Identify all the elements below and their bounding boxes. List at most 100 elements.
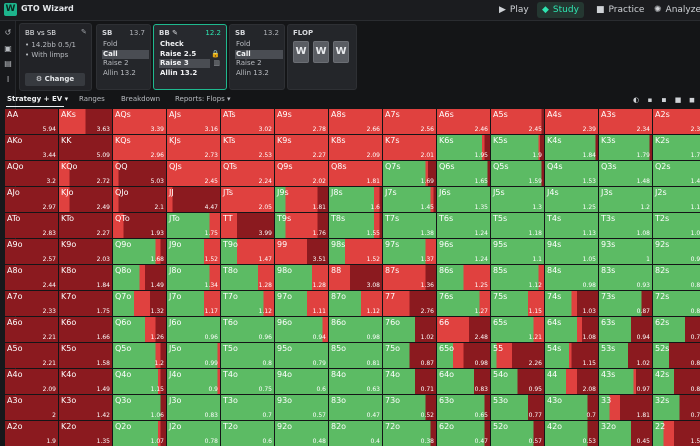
hand-cell[interactable]: 87s 1.36 xyxy=(383,265,436,290)
hand-cell[interactable]: T2s 1.04 xyxy=(653,213,700,238)
hand-cell[interactable]: 53s 1.02 xyxy=(599,343,652,368)
hand-cell[interactable]: 95o 0.79 xyxy=(275,343,328,368)
hand-cell[interactable]: 65o 0.98 xyxy=(437,343,490,368)
hand-cell[interactable]: 86s 1.25 xyxy=(437,265,490,290)
hand-cell[interactable]: K3s 1.79 xyxy=(599,135,652,160)
hand-cell[interactable]: 63o 0.65 xyxy=(437,395,490,420)
text-cursor-icon[interactable]: I xyxy=(6,75,10,84)
hand-cell[interactable]: 73s 0.87 xyxy=(599,291,652,316)
hand-cell[interactable]: 93o 0.57 xyxy=(275,395,328,420)
history-icon[interactable]: ↺ xyxy=(4,28,12,37)
hand-cell[interactable]: 74o 0.71 xyxy=(383,369,436,394)
flop-card-2[interactable]: W xyxy=(313,41,329,63)
hand-cell[interactable]: T5o 0.8 xyxy=(221,343,274,368)
tab-strategy-ev[interactable]: Strategy + EV ▾ xyxy=(7,95,68,103)
hand-cell[interactable]: K5o 1.58 xyxy=(59,343,112,368)
hand-cell[interactable]: 83s 0.93 xyxy=(599,265,652,290)
hand-cell[interactable]: Q2s 1.44 xyxy=(653,161,700,186)
hand-cell[interactable]: 62o 0.47 xyxy=(437,421,490,446)
hand-cell[interactable]: 98s 1.52 xyxy=(329,239,382,264)
hand-cell[interactable]: J5o 0.99 xyxy=(167,343,220,368)
hand-cell[interactable]: A5s 2.45 xyxy=(491,109,544,134)
hand-cell[interactable]: K8s 2.09 xyxy=(329,135,382,160)
hand-cell[interactable]: 82s 0.88 xyxy=(653,265,700,290)
nav-analyze[interactable]: ✺ Analyze xyxy=(654,2,700,18)
lock-icon[interactable]: 🔒 xyxy=(211,50,220,58)
action-option-fold[interactable]: Fold xyxy=(236,40,251,48)
action-option-raise-3[interactable]: Raise 3 xyxy=(159,59,210,68)
hand-cell[interactable]: JTs 2.05 xyxy=(221,187,274,212)
hand-cell[interactable]: T3s 1.08 xyxy=(599,213,652,238)
hand-cell[interactable]: 83o 0.47 xyxy=(329,395,382,420)
chevron-down-icon[interactable]: ⌄ xyxy=(62,3,69,12)
hand-cell[interactable]: K2s 1.75 xyxy=(653,135,700,160)
hand-cell[interactable]: 94o 0.6 xyxy=(275,369,328,394)
hand-cell[interactable]: 88 3.08 xyxy=(329,265,382,290)
hand-cell[interactable]: 66 2.48 xyxy=(437,317,490,342)
hand-cell[interactable]: J4o 0.9 xyxy=(167,369,220,394)
hand-cell[interactable]: A4s 2.39 xyxy=(545,109,598,134)
hand-cell[interactable]: 54o 0.95 xyxy=(491,369,544,394)
hand-cell[interactable]: 76o 1.02 xyxy=(383,317,436,342)
hand-cell[interactable]: Q3o 1.06 xyxy=(113,395,166,420)
action-option-raise[interactable]: Raise 2 xyxy=(236,59,262,67)
hand-cell[interactable]: QJs 2.45 xyxy=(167,161,220,186)
action-option-call[interactable]: Call xyxy=(235,50,283,59)
action-option-check[interactable]: Check xyxy=(160,40,184,48)
flop-card-3[interactable]: W xyxy=(333,41,349,63)
hand-cell[interactable]: J7s 1.45 xyxy=(383,187,436,212)
hand-cell[interactable]: K2o 1.35 xyxy=(59,421,112,446)
hand-cell[interactable]: 72s 0.81 xyxy=(653,291,700,316)
nav-practice[interactable]: ■ Practice xyxy=(596,2,644,18)
hand-cell[interactable]: 77 2.76 xyxy=(383,291,436,316)
square-medium-icon[interactable]: ◾ xyxy=(661,96,667,104)
hand-cell[interactable]: A2s 2.31 xyxy=(653,109,700,134)
hand-cell[interactable]: J3o 0.83 xyxy=(167,395,220,420)
hand-cell[interactable]: T4s 1.13 xyxy=(545,213,598,238)
hand-cell[interactable]: A2o 1.9 xyxy=(5,421,58,446)
hand-cell[interactable]: T8s 1.55 xyxy=(329,213,382,238)
hand-cell[interactable]: J3s 1.2 xyxy=(599,187,652,212)
hand-cell[interactable]: ATo 2.83 xyxy=(5,213,58,238)
hand-cell[interactable]: AJs 3.16 xyxy=(167,109,220,134)
hand-cell[interactable]: 96s 1.24 xyxy=(437,239,490,264)
hand-cell[interactable]: 64o 0.83 xyxy=(437,369,490,394)
hand-cell[interactable]: AQo 3.2 xyxy=(5,161,58,186)
hand-cell[interactable]: J2s 1.16 xyxy=(653,187,700,212)
hand-cell[interactable]: A7s 2.56 xyxy=(383,109,436,134)
hand-cell[interactable]: 92o 0.48 xyxy=(275,421,328,446)
tab-breakdown[interactable]: Breakdown xyxy=(121,95,161,103)
change-button[interactable]: ⚙ Change xyxy=(25,73,85,86)
hand-cell[interactable]: J8o 1.34 xyxy=(167,265,220,290)
hand-cell[interactable]: 53o 0.77 xyxy=(491,395,544,420)
hand-cell[interactable]: AJo 2.97 xyxy=(5,187,58,212)
hand-cell[interactable]: T7o 1.12 xyxy=(221,291,274,316)
hand-cell[interactable]: 86o 0.98 xyxy=(329,317,382,342)
nav-study[interactable]: ◆ Study xyxy=(537,2,584,18)
square-grid-icon[interactable]: ◼ xyxy=(689,96,695,104)
hand-cell[interactable]: Q6s 1.65 xyxy=(437,161,490,186)
hand-cell[interactable]: 96o 0.94 xyxy=(275,317,328,342)
hand-cell[interactable]: 52o 0.57 xyxy=(491,421,544,446)
hand-cell[interactable]: K7o 1.75 xyxy=(59,291,112,316)
hand-cell[interactable]: AKs 3.63 xyxy=(59,109,112,134)
hand-cell[interactable]: A9o 2.57 xyxy=(5,239,58,264)
hand-cell[interactable]: A8s 2.66 xyxy=(329,109,382,134)
hand-cell[interactable]: Q6o 1.26 xyxy=(113,317,166,342)
hand-cell[interactable]: KQo 2.72 xyxy=(59,161,112,186)
action-option-fold[interactable]: Fold xyxy=(103,40,118,48)
hand-cell[interactable]: 94s 1.05 xyxy=(545,239,598,264)
hand-cell[interactable]: Q4s 1.53 xyxy=(545,161,598,186)
hand-cell[interactable]: 62s 0.78 xyxy=(653,317,700,342)
flop-card-1[interactable]: W xyxy=(293,41,309,63)
hand-cell[interactable]: 98o 1.28 xyxy=(275,265,328,290)
palette-icon[interactable]: ◐ xyxy=(632,96,640,104)
hand-cell[interactable]: A4o 2.09 xyxy=(5,369,58,394)
hand-cell[interactable]: 84o 0.63 xyxy=(329,369,382,394)
hand-cell[interactable]: Q2o 1.07 xyxy=(113,421,166,446)
hand-cell[interactable]: T7s 1.38 xyxy=(383,213,436,238)
hand-cell[interactable]: 54s 1.15 xyxy=(545,343,598,368)
action-card-bb[interactable]: BB ✎ 12.2 Check Raise 2.5 🔒 Raise 3 ▥ Al… xyxy=(153,24,227,90)
hand-cell[interactable]: J4s 1.25 xyxy=(545,187,598,212)
hand-cell[interactable]: Q7o 1.32 xyxy=(113,291,166,316)
